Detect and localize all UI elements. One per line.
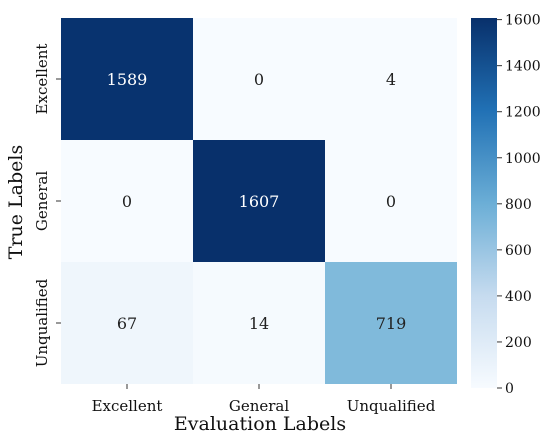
colorbar-tick-label: 800 xyxy=(505,197,532,213)
heatmap-cell xyxy=(193,18,325,140)
cell-value-label: 4 xyxy=(386,70,396,89)
colorbar-tick-label: 1600 xyxy=(505,13,541,29)
cell-value-label: 67 xyxy=(117,314,137,333)
heatmap-cell xyxy=(325,140,457,262)
cell-value-label: 0 xyxy=(386,192,396,211)
cell-value-label: 14 xyxy=(249,314,269,333)
y-tick-label: General xyxy=(33,171,51,232)
heatmap-cell xyxy=(193,140,325,262)
colorbar-tick-label: 600 xyxy=(505,243,532,259)
cell-value-label: 1589 xyxy=(107,70,148,89)
y-tick-label: Excellent xyxy=(33,44,51,115)
x-tick-labels: Excellent General Unqualified xyxy=(92,384,436,415)
cell-value-label: 0 xyxy=(254,70,264,89)
colorbar-tick-label: 400 xyxy=(505,289,532,305)
cell-value-label: 719 xyxy=(376,314,407,333)
colorbar-tick-label: 1400 xyxy=(505,59,541,75)
colorbar-tick-label: 1200 xyxy=(505,105,541,121)
heatmap-cell xyxy=(325,262,457,384)
heatmap-cell xyxy=(61,140,193,262)
colorbar-tick-label: 200 xyxy=(505,335,532,351)
colorbar-ticks: 0 200 400 600 800 1000 1200 1400 1600 xyxy=(497,13,541,397)
x-tick-label: General xyxy=(229,397,290,415)
x-tick-label: Unqualified xyxy=(347,397,436,415)
heatmap-cell xyxy=(325,18,457,140)
y-axis-title: True Labels xyxy=(5,145,27,259)
heatmap-cell xyxy=(61,262,193,384)
heatmap-cells: 1589 0 4 0 1607 0 67 14 719 xyxy=(61,18,457,384)
heatmap-cell xyxy=(61,18,193,140)
x-tick-label: Excellent xyxy=(92,397,163,415)
heatmap-cell xyxy=(193,262,325,384)
cell-value-label: 0 xyxy=(122,192,132,211)
y-tick-labels: Excellent General Unqualified xyxy=(33,44,61,367)
colorbar-tick-label: 1000 xyxy=(505,151,541,167)
colorbar xyxy=(471,18,497,388)
colorbar-tick-label: 0 xyxy=(505,381,514,397)
x-axis-title: Evaluation Labels xyxy=(174,413,346,435)
cell-value-label: 1607 xyxy=(239,192,280,211)
y-tick-label: Unqualified xyxy=(33,278,51,367)
